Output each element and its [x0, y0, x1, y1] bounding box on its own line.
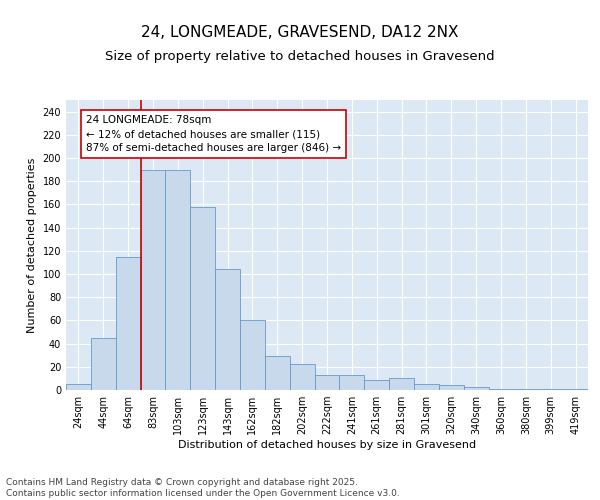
- Text: 24 LONGMEADE: 78sqm
← 12% of detached houses are smaller (115)
87% of semi-detac: 24 LONGMEADE: 78sqm ← 12% of detached ho…: [86, 115, 341, 153]
- Bar: [414, 384, 439, 390]
- Bar: [340, 375, 364, 390]
- Bar: [116, 256, 140, 390]
- Bar: [488, 389, 514, 390]
- Bar: [389, 378, 414, 390]
- Bar: [514, 389, 538, 390]
- Bar: [464, 386, 488, 390]
- Text: 24, LONGMEADE, GRAVESEND, DA12 2NX: 24, LONGMEADE, GRAVESEND, DA12 2NX: [141, 25, 459, 40]
- Y-axis label: Number of detached properties: Number of detached properties: [27, 158, 37, 332]
- Text: Contains HM Land Registry data © Crown copyright and database right 2025.
Contai: Contains HM Land Registry data © Crown c…: [6, 478, 400, 498]
- Bar: [439, 386, 464, 390]
- Bar: [290, 364, 314, 390]
- Bar: [563, 389, 588, 390]
- Bar: [66, 384, 91, 390]
- Bar: [364, 380, 389, 390]
- Bar: [240, 320, 265, 390]
- Bar: [215, 270, 240, 390]
- Bar: [91, 338, 116, 390]
- Bar: [166, 170, 190, 390]
- Bar: [265, 356, 290, 390]
- Bar: [538, 389, 563, 390]
- Text: Size of property relative to detached houses in Gravesend: Size of property relative to detached ho…: [105, 50, 495, 63]
- Bar: [140, 170, 166, 390]
- Bar: [190, 206, 215, 390]
- Bar: [314, 375, 340, 390]
- X-axis label: Distribution of detached houses by size in Gravesend: Distribution of detached houses by size …: [178, 440, 476, 450]
